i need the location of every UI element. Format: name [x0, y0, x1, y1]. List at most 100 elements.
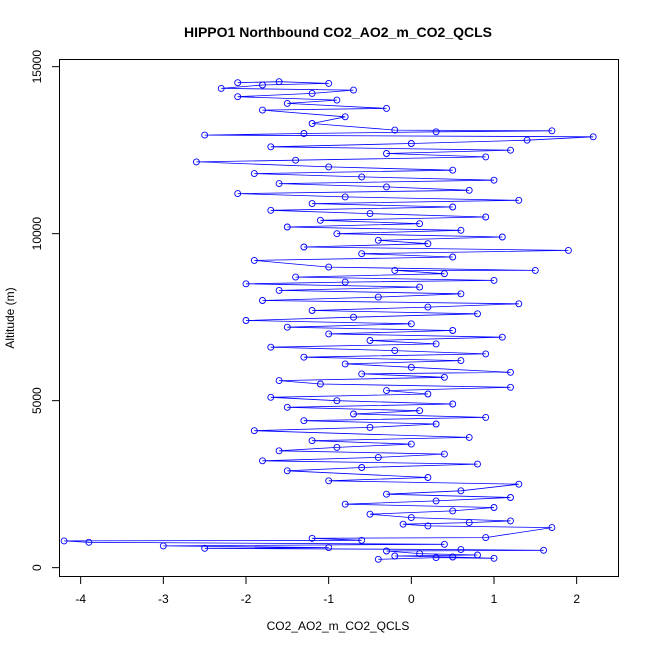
data-point [383, 387, 390, 395]
data-point [85, 538, 93, 546]
data-layer [60, 78, 597, 563]
data-point [308, 89, 316, 97]
data-point [474, 460, 481, 468]
data-point [465, 433, 473, 441]
data-point [424, 390, 432, 398]
data-point [490, 276, 498, 284]
data-point [275, 286, 283, 294]
x-tick-label: 1 [491, 592, 498, 606]
data-point [457, 226, 465, 234]
y-axis-label: Altitude (m) [3, 287, 17, 348]
data-point [60, 537, 68, 545]
data-point [383, 490, 390, 498]
data-point [366, 210, 374, 218]
x-tick-label: -4 [75, 592, 86, 606]
data-point [424, 522, 432, 530]
y-ticks: 0 5000 10000 15000 [30, 50, 60, 571]
data-point [515, 480, 523, 488]
data-point [308, 437, 316, 445]
data-point [507, 383, 514, 391]
data-point [407, 140, 415, 147]
data-point [474, 551, 481, 559]
data-point [358, 536, 366, 544]
data-point [275, 377, 283, 385]
data-point [383, 547, 390, 555]
data-point [316, 380, 324, 388]
data-point [391, 347, 399, 355]
data-point [242, 317, 250, 324]
data-point [548, 524, 556, 532]
data-point [449, 253, 457, 261]
data-point [350, 313, 357, 321]
data-point [465, 519, 473, 527]
data-point [316, 216, 324, 224]
data-point [440, 450, 448, 458]
x-tick-label: -3 [158, 592, 169, 606]
data-point [366, 510, 374, 518]
x-tick-label: 2 [573, 592, 580, 606]
data-point [432, 497, 440, 505]
data-point [432, 420, 440, 428]
data-point [490, 554, 498, 562]
data-point [374, 555, 382, 563]
data-point [482, 534, 490, 542]
data-point [440, 270, 448, 278]
data-point [341, 113, 349, 121]
data-point [416, 407, 424, 415]
data-point [383, 183, 390, 191]
data-point [300, 353, 308, 361]
data-point [482, 350, 490, 358]
data-point [383, 104, 390, 112]
y-tick-label: 10000 [30, 217, 44, 251]
data-point [515, 196, 523, 204]
data-point [283, 223, 291, 231]
data-point [259, 106, 266, 114]
data-point [424, 303, 432, 311]
data-point [341, 278, 349, 286]
data-point [308, 534, 316, 542]
data-point [465, 186, 473, 194]
data-point [457, 357, 465, 365]
data-point [449, 166, 457, 174]
y-tick-label: 5000 [30, 387, 44, 414]
data-point [407, 514, 415, 522]
data-point [374, 453, 382, 461]
data-point [201, 131, 209, 139]
data-point [358, 173, 366, 181]
data-point [242, 280, 250, 288]
data-point [482, 413, 490, 421]
data-point [507, 494, 514, 501]
data-point [507, 368, 514, 376]
data-point [490, 504, 498, 511]
data-point [267, 343, 275, 351]
data-point [250, 170, 258, 178]
data-point [350, 410, 357, 418]
x-tick-label: -1 [323, 592, 334, 606]
y-tick-label: 0 [30, 564, 44, 571]
chart-title: HIPPO1 Northbound CO2_AO2_m_CO2_QCLS [184, 24, 492, 40]
data-point [449, 553, 457, 561]
data-point [341, 360, 349, 368]
data-point [482, 213, 490, 221]
data-point [432, 128, 440, 136]
data-point [283, 323, 291, 331]
data-point [267, 393, 275, 401]
data-point [457, 487, 465, 495]
data-point [267, 206, 275, 214]
data-point [341, 500, 349, 508]
data-point [333, 397, 341, 405]
data-point [449, 327, 457, 334]
data-point [515, 300, 523, 308]
data-point [416, 220, 424, 228]
data-point [234, 79, 242, 87]
data-point [358, 370, 366, 378]
data-point [523, 136, 531, 144]
data-point [283, 467, 291, 475]
data-point [540, 546, 548, 554]
data-point [424, 240, 432, 248]
data-point [391, 266, 399, 274]
data-point [300, 417, 308, 425]
data-point [449, 507, 457, 515]
data-point [341, 193, 349, 201]
